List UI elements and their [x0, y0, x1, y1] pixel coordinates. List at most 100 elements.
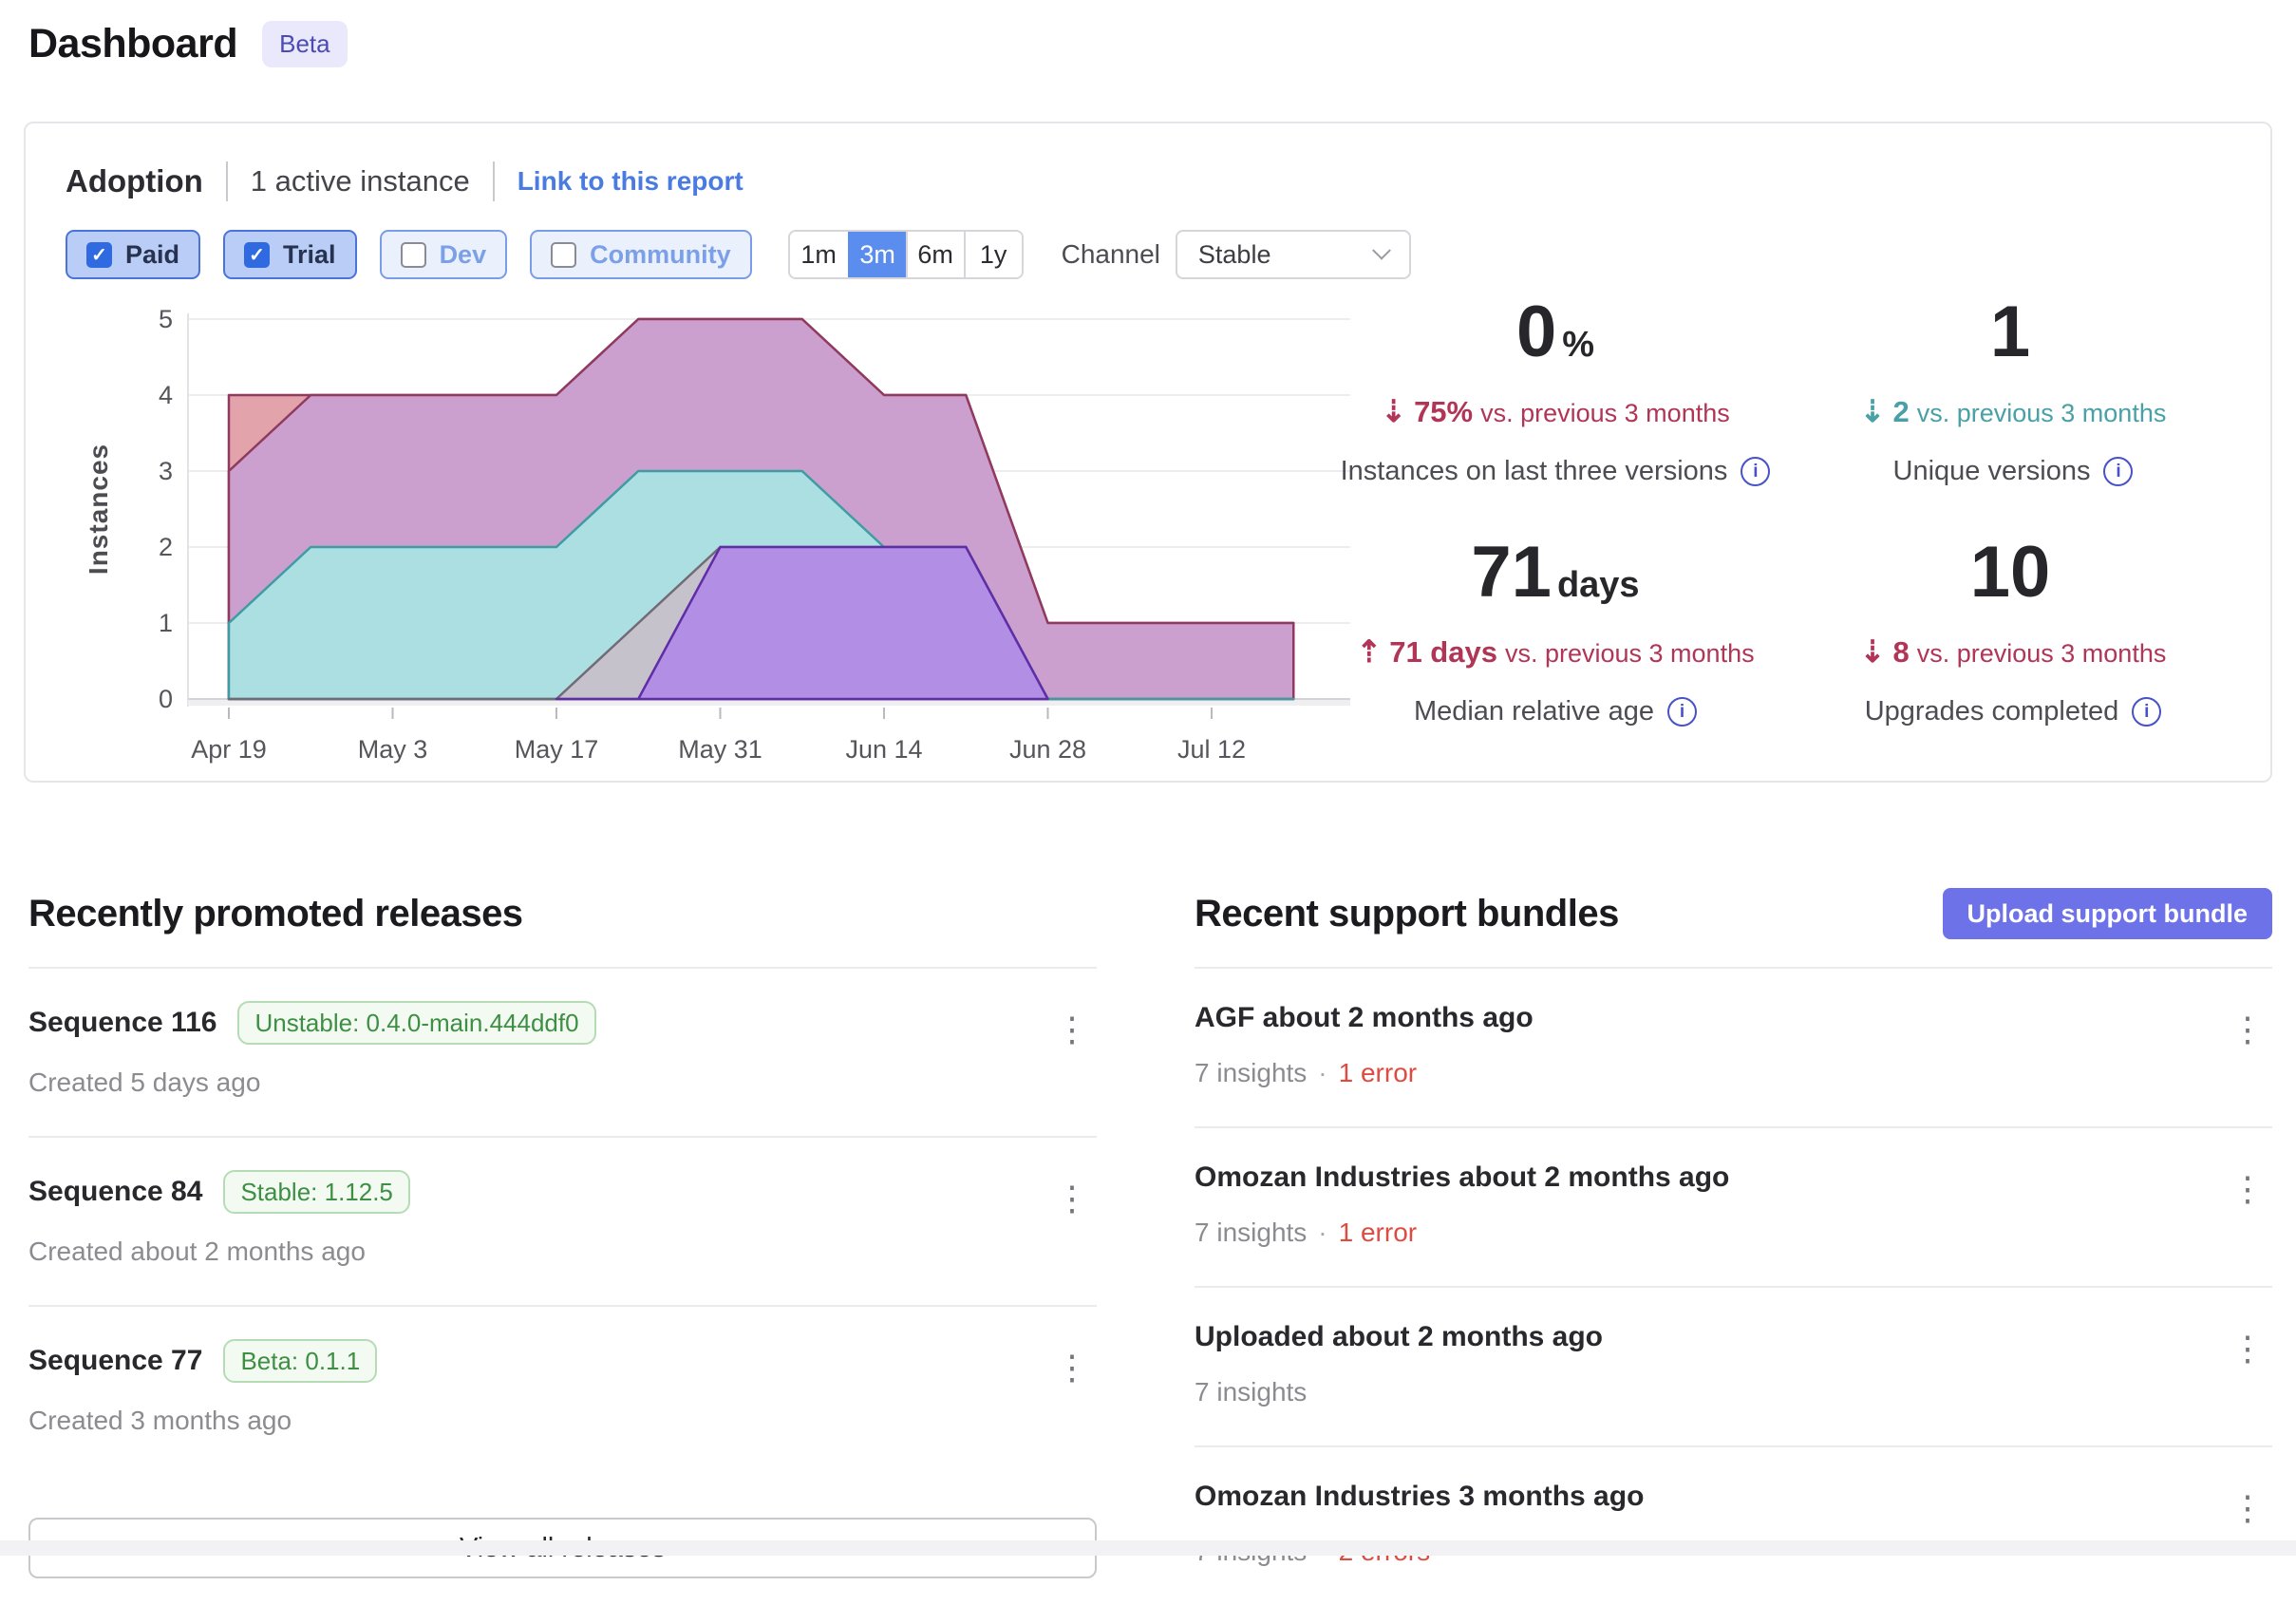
- range-button-1m[interactable]: 1m: [790, 232, 848, 277]
- filter-chip-label: Community: [590, 240, 731, 270]
- bundles-heading: Recent support bundles: [1195, 893, 1619, 935]
- release-created: Created 5 days ago: [28, 1067, 1097, 1098]
- filter-chip-label: Trial: [283, 240, 336, 270]
- range-button-6m[interactable]: 6m: [906, 232, 964, 277]
- filter-chip-label: Dev: [440, 240, 487, 270]
- svg-text:1: 1: [159, 609, 173, 637]
- stat-unit: days: [1557, 565, 1640, 605]
- support-bundle-row[interactable]: AGF about 2 months ago 7 insights·1 erro…: [1195, 969, 2272, 1128]
- channel-label: Channel: [1062, 239, 1160, 270]
- stat-value: 1: [1990, 292, 2030, 372]
- kebab-menu-icon[interactable]: ⋮: [2230, 1012, 2265, 1047]
- kebab-menu-icon[interactable]: ⋮: [2230, 1331, 2265, 1366]
- release-version-badge: Unstable: 0.4.0-main.444ddf0: [237, 1001, 595, 1045]
- stat-delta-suffix: vs. previous 3 months: [1505, 639, 1755, 668]
- stat-label: Instances on last three versions: [1341, 456, 1728, 487]
- page-header: Dashboard Beta: [28, 21, 348, 67]
- trend-down-icon: ⇣: [1381, 394, 1406, 428]
- stat-value: 0: [1516, 292, 1556, 372]
- channel-select-value: Stable: [1198, 240, 1271, 270]
- info-icon[interactable]: i: [2132, 697, 2161, 727]
- stat-delta-value: 2: [1892, 395, 1909, 428]
- dot-separator: ·: [1318, 1058, 1327, 1087]
- page-title: Dashboard: [28, 21, 237, 67]
- releases-heading: Recently promoted releases: [28, 893, 523, 935]
- kebab-menu-icon[interactable]: ⋮: [1055, 1012, 1089, 1047]
- release-row[interactable]: Sequence 77 Beta: 0.1.1 Created 3 months…: [28, 1307, 1097, 1474]
- range-button-1y[interactable]: 1y: [964, 232, 1022, 277]
- release-name: Sequence 84: [28, 1175, 202, 1209]
- svg-text:Jun 14: Jun 14: [845, 735, 922, 764]
- filter-chip-dev[interactable]: Dev: [380, 230, 508, 279]
- svg-text:Jun 28: Jun 28: [1009, 735, 1086, 764]
- checkbox-unchecked-icon[interactable]: [551, 242, 576, 268]
- release-version-badge: Beta: 0.1.1: [223, 1339, 377, 1383]
- stat-label: Median relative age: [1414, 696, 1654, 727]
- svg-text:Apr 19: Apr 19: [191, 735, 267, 764]
- svg-text:Instances: Instances: [84, 444, 113, 575]
- svg-text:3: 3: [159, 457, 173, 485]
- divider: [226, 161, 228, 201]
- filter-chip-paid[interactable]: ✓ Paid: [66, 230, 200, 279]
- svg-text:2: 2: [159, 533, 173, 561]
- svg-text:5: 5: [159, 305, 173, 333]
- kebab-menu-icon[interactable]: ⋮: [2230, 1491, 2265, 1525]
- stat-instances-last-three-versions: 0% ⇣75%vs. previous 3 months Instances o…: [1327, 296, 1784, 487]
- active-instance-count: 1 active instance: [251, 164, 470, 198]
- link-to-report[interactable]: Link to this report: [518, 166, 743, 197]
- recently-promoted-releases-section: Recently promoted releases Sequence 116 …: [28, 883, 1097, 1605]
- adoption-card-header: Adoption 1 active instance Link to this …: [66, 161, 743, 201]
- kebab-menu-icon[interactable]: ⋮: [1055, 1350, 1089, 1385]
- release-row[interactable]: Sequence 116 Unstable: 0.4.0-main.444ddf…: [28, 969, 1097, 1138]
- checkbox-checked-icon[interactable]: ✓: [86, 242, 112, 268]
- bottom-section: Recently promoted releases Sequence 116 …: [28, 883, 2272, 1605]
- next-section-edge: [0, 1540, 2296, 1556]
- dot-separator: ·: [1318, 1218, 1327, 1247]
- info-icon[interactable]: i: [1667, 697, 1697, 727]
- release-created: Created 3 months ago: [28, 1406, 1097, 1436]
- trend-down-icon: ⇣: [1860, 394, 1886, 428]
- release-created: Created about 2 months ago: [28, 1237, 1097, 1267]
- checkbox-checked-icon[interactable]: ✓: [244, 242, 270, 268]
- bundle-insights: 7 insights: [1195, 1058, 1307, 1087]
- bundle-errors: 1 error: [1339, 1058, 1417, 1087]
- time-range-group: 1m 3m 6m 1y: [788, 230, 1024, 279]
- info-icon[interactable]: i: [1741, 457, 1770, 486]
- checkbox-unchecked-icon[interactable]: [401, 242, 426, 268]
- support-bundle-row[interactable]: Omozan Industries 3 months ago 7 insight…: [1195, 1447, 2272, 1605]
- svg-text:4: 4: [159, 381, 173, 409]
- adoption-title: Adoption: [66, 163, 203, 199]
- trend-up-icon: ⇡: [1356, 634, 1382, 669]
- adoption-card: Adoption 1 active instance Link to this …: [24, 122, 2272, 783]
- release-name: Sequence 77: [28, 1344, 202, 1378]
- adoption-stats: 0% ⇣75%vs. previous 3 months Instances o…: [1327, 296, 2242, 727]
- info-icon[interactable]: i: [2103, 457, 2133, 486]
- release-row[interactable]: Sequence 84 Stable: 1.12.5 Created about…: [28, 1138, 1097, 1307]
- kebab-menu-icon[interactable]: ⋮: [2230, 1172, 2265, 1206]
- trend-down-icon: ⇣: [1860, 634, 1886, 669]
- bundle-errors: 1 error: [1339, 1218, 1417, 1247]
- channel-select[interactable]: Stable: [1176, 230, 1411, 279]
- stat-delta-value: 8: [1892, 635, 1909, 669]
- stat-label: Unique versions: [1893, 456, 2091, 487]
- support-bundle-row[interactable]: Omozan Industries about 2 months ago 7 i…: [1195, 1128, 2272, 1288]
- bundle-title: Omozan Industries about 2 months ago: [1195, 1161, 1729, 1195]
- svg-text:May 3: May 3: [358, 735, 428, 764]
- beta-badge: Beta: [262, 21, 348, 67]
- upload-support-bundle-button[interactable]: Upload support bundle: [1943, 888, 2272, 939]
- kebab-menu-icon[interactable]: ⋮: [1055, 1181, 1089, 1216]
- filter-chip-community[interactable]: Community: [530, 230, 752, 279]
- stat-delta-suffix: vs. previous 3 months: [1917, 639, 2167, 668]
- support-bundle-row[interactable]: Uploaded about 2 months ago 7 insights ⋮: [1195, 1288, 2272, 1447]
- filter-chip-trial[interactable]: ✓ Trial: [223, 230, 357, 279]
- bundle-title: Omozan Industries 3 months ago: [1195, 1480, 1644, 1514]
- svg-text:Jul 12: Jul 12: [1177, 735, 1246, 764]
- range-button-3m[interactable]: 3m: [848, 232, 906, 277]
- stat-unit: %: [1562, 325, 1594, 365]
- recent-support-bundles-section: Recent support bundles Upload support bu…: [1195, 883, 2272, 1605]
- adoption-controls: ✓ Paid ✓ Trial Dev Community 1m 3m 6m 1y…: [66, 230, 2232, 279]
- stat-delta-value: 71 days: [1389, 635, 1497, 669]
